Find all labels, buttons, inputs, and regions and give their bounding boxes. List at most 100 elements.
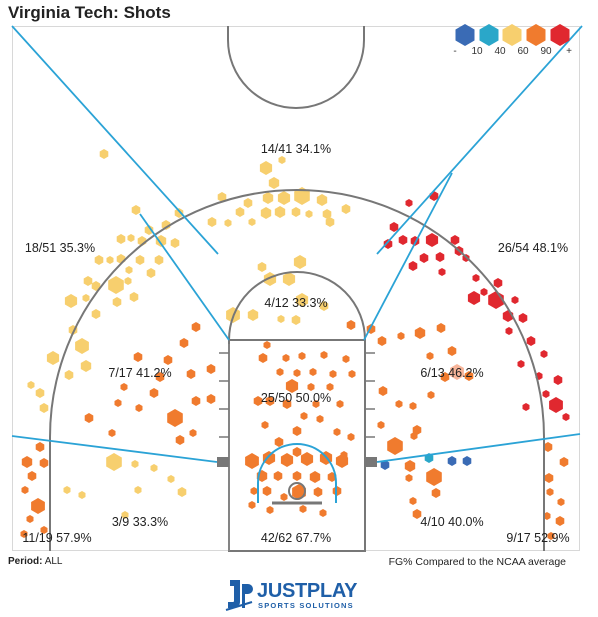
shot-hex-left-corner-three (35, 442, 45, 452)
zone-lines (11, 25, 583, 463)
shot-hex-left-wing-three (127, 234, 135, 242)
shot-hex-left-wing-three (91, 281, 101, 291)
shot-hex-right-elbow-mid (410, 432, 418, 440)
shot-hex-left-wing-three (39, 403, 49, 413)
shot-hex-at-rim (248, 501, 256, 509)
shot-hex-right-wing-three (517, 360, 525, 368)
shot-hex-right-corner-three (543, 512, 551, 520)
shot-hex-right-wing-three (419, 253, 429, 263)
shot-hex-at-rim (280, 453, 294, 467)
shot-hex-left-wing-three (155, 235, 167, 247)
shot-hex-right-elbow-mid (387, 437, 403, 455)
shot-hex-right-elbow-mid (409, 402, 417, 410)
shot-hex-right-wing-three (398, 235, 408, 245)
shot-hex-left-elbow-mid (167, 409, 183, 427)
zone-label-right-wing-three: 26/54 48.1% (498, 241, 568, 255)
shot-hex-left-wing-three (108, 276, 124, 294)
shot-hex-top-key-mid (291, 315, 301, 325)
shot-hex-top-three (322, 209, 332, 219)
shot-hex-left-wing-three (106, 256, 114, 264)
zone-label-left-corner-three: 11/19 57.9% (22, 531, 91, 545)
shot-hex-right-baseline-mid (426, 468, 442, 486)
shot-hex-left-baseline-mid (63, 486, 71, 494)
zone-labels: 11/19 57.9% 18/51 35.3% 14/41 34.1% 26/54 4… (22, 142, 569, 545)
shot-hex-right-wing-three (493, 278, 503, 288)
shot-hex-top-key-mid (277, 315, 285, 323)
legend-label-3: 60 (517, 46, 529, 57)
shot-hex-right-corner-three (547, 532, 555, 540)
logo-main-text: JUSTPLAY (257, 580, 358, 602)
shot-hex-left-elbow-mid (149, 388, 159, 398)
shot-hex-right-elbow-mid (450, 364, 464, 380)
shot-hex-at-rim (273, 471, 283, 481)
shot-hex-paint (292, 447, 302, 457)
shot-hex-left-wing-three (64, 294, 78, 308)
shot-hex-left-baseline-mid (150, 464, 158, 472)
shot-hex-left-corner-three (21, 456, 33, 468)
shot-hex-paint (263, 341, 271, 349)
zone-label-left-baseline-mid: 3/9 33.3% (112, 515, 168, 529)
shot-hex-paint (282, 354, 290, 362)
shot-hex-top-three (224, 219, 232, 227)
shot-hex-right-elbow-mid (427, 391, 435, 399)
shot-hex-paint (333, 428, 341, 436)
shot-hex-right-corner-three (557, 498, 565, 506)
shot-hex-paint (274, 437, 284, 447)
shot-hex-at-rim (262, 486, 272, 496)
shot-hex-at-rim (250, 487, 258, 495)
shot-hex-right-baseline-mid (462, 456, 472, 466)
shot-hex-left-corner-three (20, 530, 28, 538)
shot-hex-left-elbow-mid (191, 396, 201, 406)
shot-hex-right-wing-three (549, 397, 563, 413)
shot-hex-paint (312, 400, 320, 408)
shot-hex-right-elbow-mid (397, 332, 405, 340)
shot-hex-right-elbow-mid (377, 421, 385, 429)
shot-hex-paint (298, 352, 306, 360)
shot-hex-left-wing-three (27, 381, 35, 389)
legend-swatch-4 (550, 24, 570, 46)
shot-hex-left-wing-three (91, 309, 101, 319)
shot-hex-right-baseline-mid (404, 460, 416, 472)
shot-hex-right-wing-three (429, 191, 439, 201)
shot-hex-paint (348, 370, 356, 378)
shot-hex-top-three (316, 194, 328, 206)
shot-hex-at-rim (262, 451, 276, 465)
shot-hex-right-wing-three (408, 261, 418, 271)
rim (288, 482, 306, 500)
shot-hex-right-baseline-mid (447, 456, 457, 466)
shot-hex-top-key-mid (319, 301, 329, 311)
shot-hex-paint (307, 383, 315, 391)
zone-label-top-three: 14/41 34.1% (261, 142, 331, 156)
shot-hex-left-elbow-mid (189, 429, 197, 437)
period-value: ALL (44, 556, 63, 567)
shot-hexes (20, 149, 570, 540)
shot-hex-left-elbow-mid (175, 435, 185, 445)
shot-hex-right-wing-three (518, 313, 528, 323)
shot-hex-left-wing-three (64, 370, 74, 380)
shot-hex-left-wing-three (170, 238, 180, 248)
shot-hex-top-three (278, 156, 286, 164)
shot-hex-left-corner-three (26, 515, 34, 523)
shot-hex-left-wing-three (124, 277, 132, 285)
shot-hex-left-wing-three (125, 266, 133, 274)
restricted-arc (257, 443, 337, 503)
shot-hex-top-key-mid (247, 309, 259, 321)
shot-hex-right-elbow-mid (395, 400, 403, 408)
legend-swatch-3 (526, 24, 546, 46)
shot-hex-right-corner-three (546, 488, 554, 496)
shot-hex-top-key-mid (257, 262, 267, 272)
shot-hex-right-wing-three (540, 350, 548, 358)
shot-hex-paint (293, 369, 301, 377)
shot-hex-at-rim (266, 506, 274, 514)
shot-hex-right-elbow-mid (414, 327, 426, 339)
shot-hex-left-wing-three (144, 225, 154, 235)
shot-hex-left-wing-three (75, 338, 89, 354)
shot-hex-right-corner-three (544, 473, 554, 483)
shot-hex-left-elbow-mid (135, 404, 143, 412)
shot-hex-left-baseline-mid (131, 460, 139, 468)
shot-hex-top-three (243, 198, 253, 208)
shot-hex-top-three (277, 191, 291, 205)
shot-hex-left-baseline-mid (177, 487, 187, 497)
shot-hex-paint (342, 355, 350, 363)
shot-hex-left-baseline-mid (106, 453, 122, 471)
